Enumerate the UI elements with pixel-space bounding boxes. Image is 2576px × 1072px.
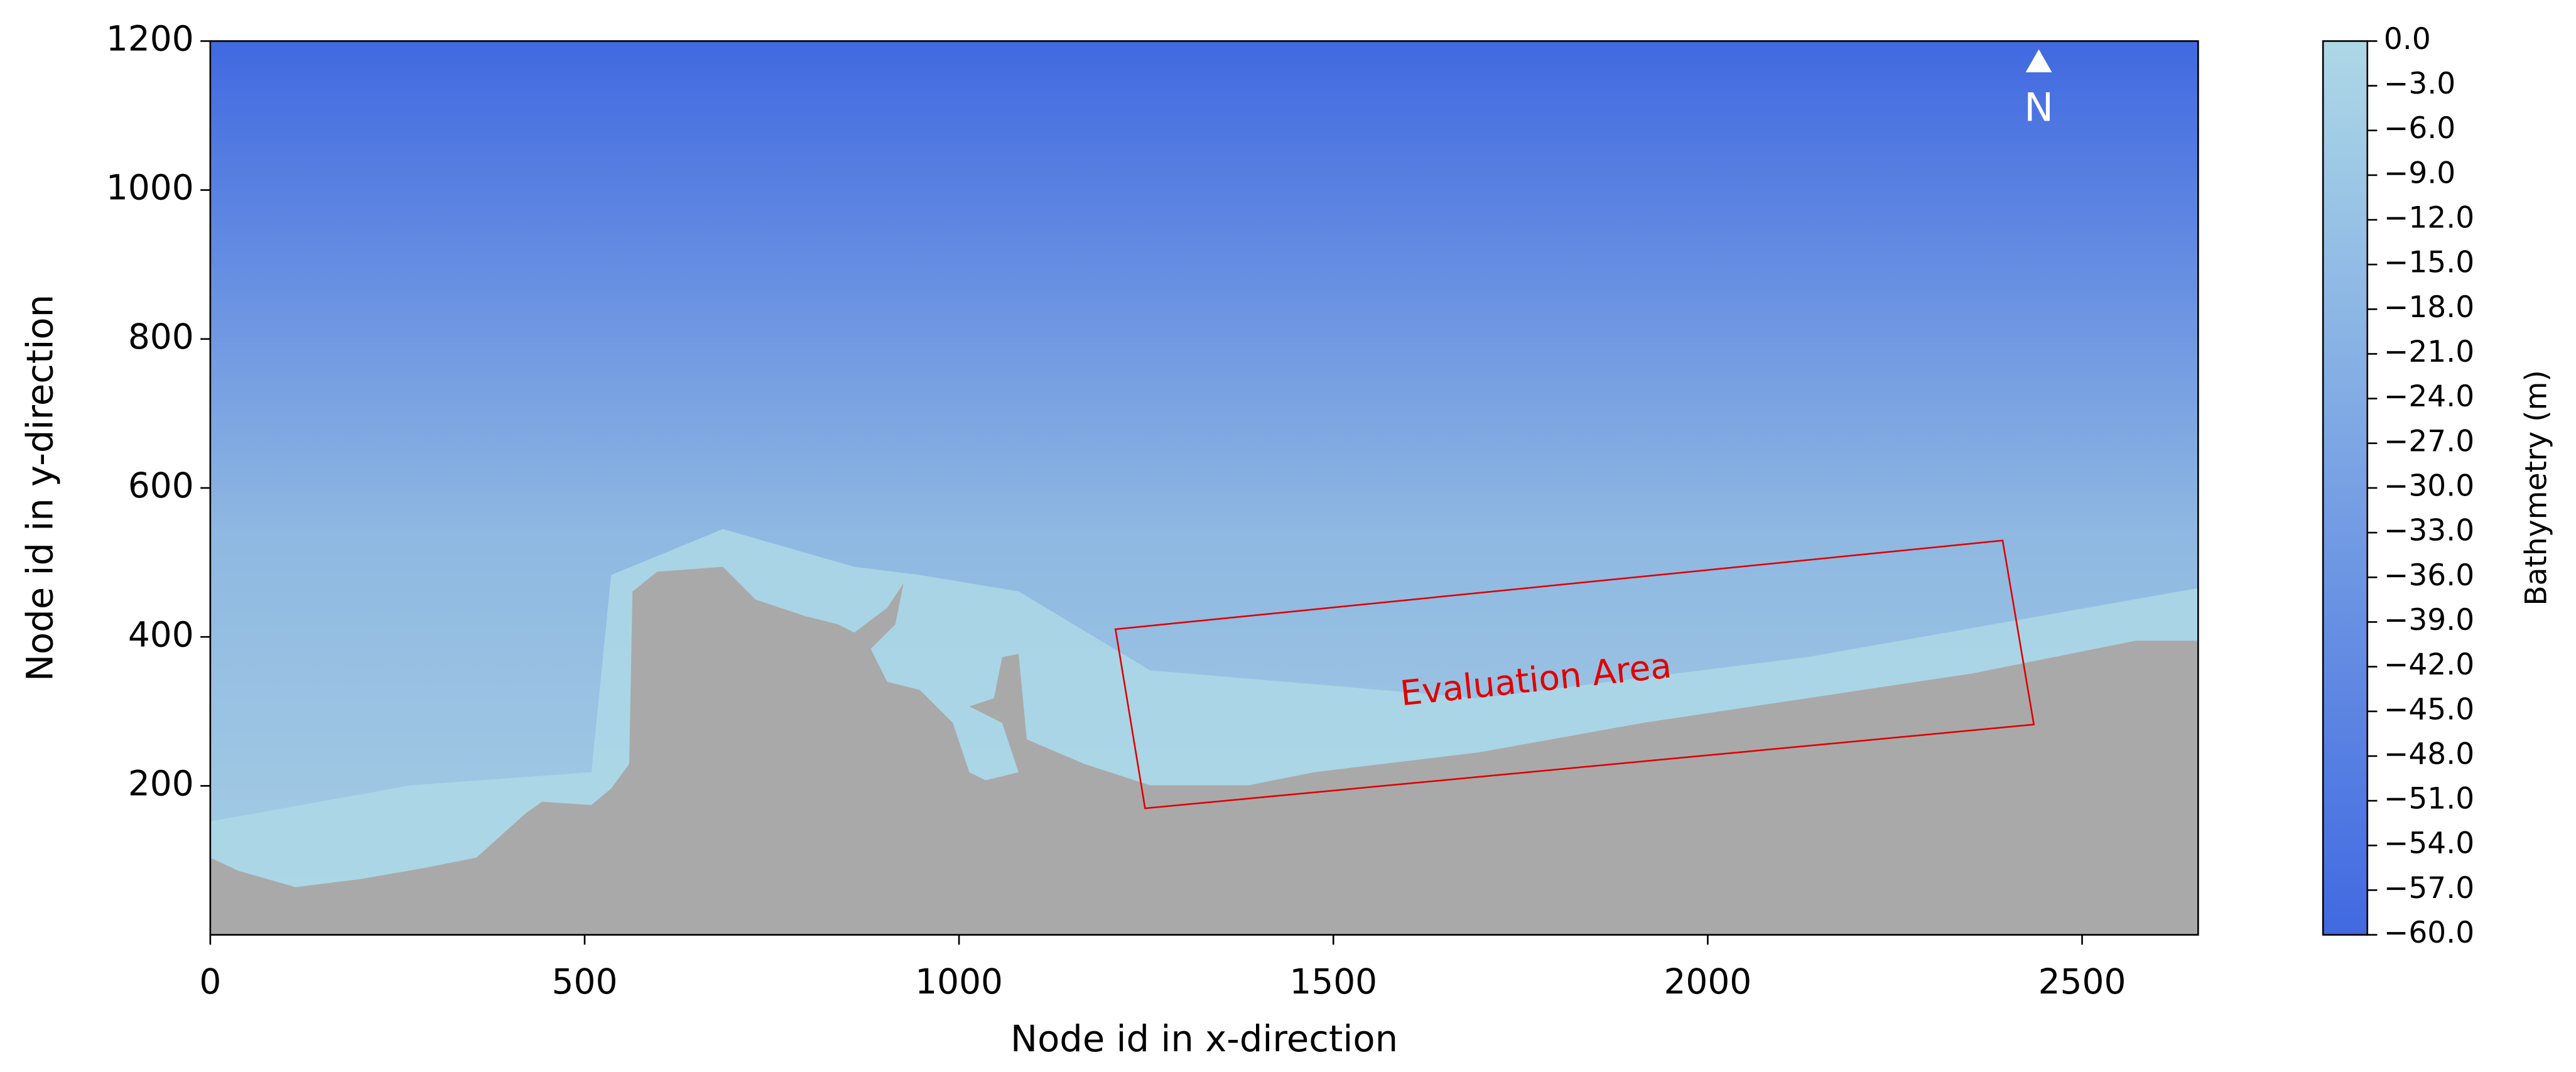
colorbar-tick-label: −45.0 [2384, 692, 2474, 727]
colorbar-tick-label: −33.0 [2384, 514, 2474, 548]
colorbar-tick-label: −57.0 [2384, 871, 2474, 906]
land [210, 566, 2199, 935]
map [210, 41, 2199, 935]
colorbar-tick-label: −42.0 [2384, 647, 2474, 682]
y-tick-label: 400 [128, 614, 194, 654]
x-tick-label: 2000 [1664, 961, 1751, 1002]
colorbar [2322, 40, 2369, 936]
colorbar-tick-label: −54.0 [2384, 826, 2474, 861]
y-tick-label: 800 [128, 317, 194, 357]
colorbar-tick-label: −39.0 [2384, 603, 2474, 637]
colorbar-tick-label: 0.0 [2384, 22, 2431, 57]
y-axis-label: Node id in y-direction [19, 295, 62, 681]
y-tick-label: 200 [128, 763, 194, 803]
colorbar-tick-label: −21.0 [2384, 335, 2474, 369]
x-tick-label: 1500 [1289, 961, 1377, 1002]
y-tick-label: 1200 [106, 19, 194, 59]
colorbar-tick-label: −24.0 [2384, 379, 2474, 414]
north-label: N [2024, 84, 2054, 130]
colorbar-tick-label: −60.0 [2384, 916, 2474, 950]
colorbar-tick-label: −15.0 [2384, 246, 2474, 280]
colorbar-tick-label: −51.0 [2384, 782, 2474, 816]
evaluation-area [1114, 539, 2035, 809]
colorbar-tick-label: −6.0 [2384, 111, 2455, 146]
colorbar-tick-label: −9.0 [2384, 156, 2455, 190]
x-tick-label: 2500 [2038, 961, 2126, 1002]
colorbar-tick-label: −36.0 [2384, 558, 2474, 593]
colorbar-tick-label: −12.0 [2384, 201, 2474, 236]
colorbar-tick-label: −3.0 [2384, 67, 2455, 101]
x-axis-label: Node id in x-direction [1010, 1018, 1398, 1060]
colorbar-label: Bathymetry (m) [2519, 370, 2553, 605]
y-tick-label: 600 [128, 465, 194, 506]
colorbar-tick-label: −18.0 [2384, 290, 2474, 325]
x-tick-label: 1000 [915, 961, 1003, 1002]
y-tick-label: 1000 [106, 168, 194, 208]
colorbar-tick-label: −30.0 [2384, 468, 2474, 503]
north-arrow [2025, 49, 2052, 73]
x-tick-label: 500 [552, 961, 618, 1002]
x-tick-label: 0 [199, 961, 221, 1002]
colorbar-tick-label: −27.0 [2384, 424, 2474, 458]
colorbar-tick-label: −48.0 [2384, 737, 2474, 771]
